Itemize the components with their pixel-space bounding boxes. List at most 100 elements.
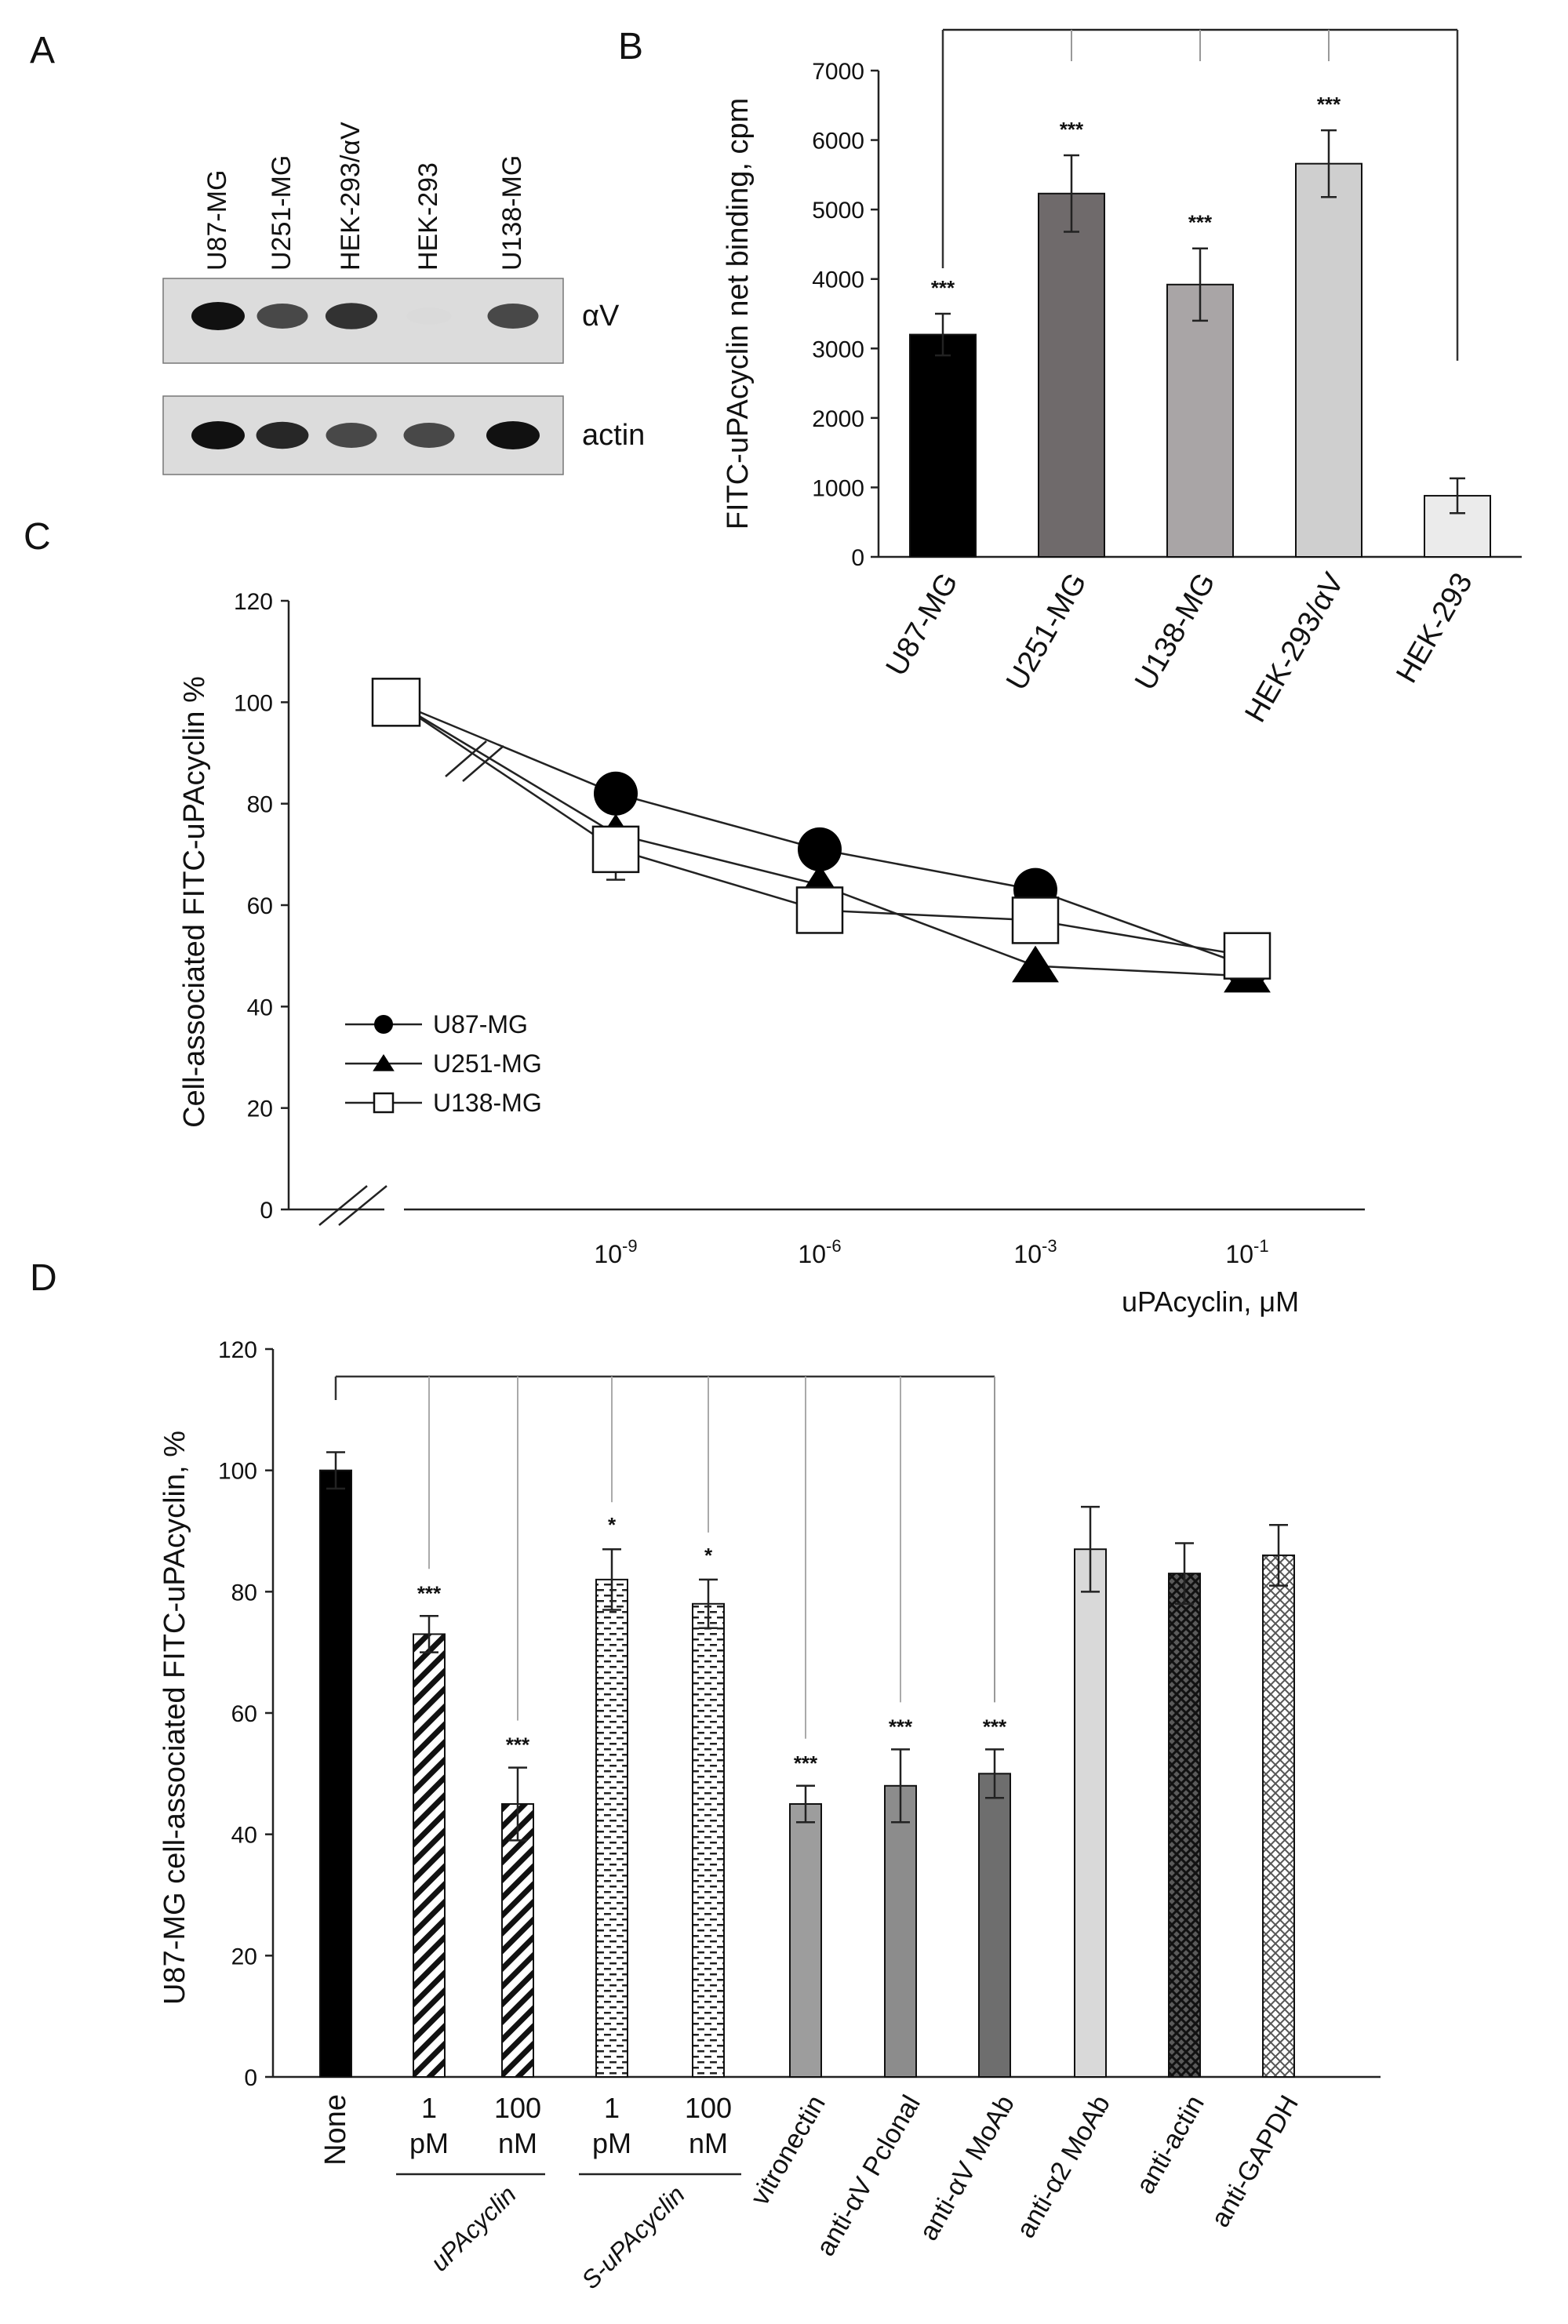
y-tick-label: 3000 <box>812 336 864 362</box>
bar <box>978 1773 1011 2078</box>
blot-band <box>326 423 377 448</box>
blot-lane-label: U87-MG <box>202 170 232 271</box>
line-break <box>445 740 504 782</box>
legend-marker <box>373 1054 395 1071</box>
bar <box>1424 495 1491 558</box>
x-tick-label: 10-6 <box>798 1236 841 1268</box>
legend-label: U87-MG <box>433 1010 528 1038</box>
group-label: uPAcyclin <box>425 2180 522 2276</box>
blot-band <box>486 421 540 449</box>
significance-label: *** <box>889 1715 913 1738</box>
panel-label-b: B <box>618 26 643 67</box>
group-label: S-uPAcyclin <box>576 2180 690 2294</box>
bar <box>501 1803 534 2078</box>
x-tick-label: 10-3 <box>1013 1236 1057 1268</box>
y-tick-label: 0 <box>851 545 864 571</box>
data-point <box>594 771 638 816</box>
y-tick-label: 4000 <box>812 267 864 293</box>
blot-band <box>191 302 245 330</box>
data-point <box>798 827 842 871</box>
y-tick-label: 100 <box>218 1459 257 1485</box>
data-point <box>591 825 640 874</box>
x-tick-label: anti-αV MoAb <box>914 2090 1020 2246</box>
legend-label: U138-MG <box>433 1089 542 1117</box>
y-axis-title: Cell-associated FITC-uPAcyclin % <box>178 676 211 1128</box>
significance-label: *** <box>1060 118 1084 141</box>
error-bar <box>1081 1505 1100 1593</box>
significance-label: *** <box>417 1581 442 1605</box>
significance-label: *** <box>983 1715 1007 1738</box>
error-bar <box>1450 477 1465 515</box>
x-tick-label: HEK-293 <box>1390 568 1479 689</box>
error-bar <box>326 1451 345 1490</box>
data-point <box>1223 932 1271 980</box>
y-axis-title: FITC-uPAcyclin net binding, cpm <box>722 98 755 530</box>
error-bar <box>935 312 951 357</box>
blot-band <box>325 303 378 329</box>
blot-band <box>256 304 308 329</box>
blot-band <box>403 423 455 448</box>
bar <box>595 1578 628 2079</box>
error-bar <box>1175 1542 1194 1606</box>
bar <box>319 1469 352 2078</box>
blot-lane-label: U251-MG <box>267 155 297 271</box>
y-tick-label: 0 <box>260 1198 273 1224</box>
significance-label: *** <box>931 276 955 300</box>
legend-marker <box>374 1015 393 1034</box>
blot-band <box>256 421 309 449</box>
x-tick-label: HEK-293/αV <box>1239 567 1351 728</box>
x-tick-label: 1 <box>421 2092 437 2124</box>
x-tick-label: U138-MG <box>1129 568 1222 696</box>
x-axis-title: uPAcyclin, μM <box>1122 1286 1299 1318</box>
y-tick-label: 40 <box>231 1823 257 1849</box>
y-tick-label: 1000 <box>812 475 864 501</box>
blot-row-label: actin <box>582 419 645 452</box>
error-bar <box>699 1578 718 1629</box>
data-point <box>371 678 421 727</box>
x-tick-label: anti-αV Pclonal <box>810 2090 926 2261</box>
blot-lane-label: U138-MG <box>497 155 527 271</box>
data-point <box>1011 897 1060 944</box>
x-tick-label: 10-9 <box>594 1236 637 1268</box>
y-tick-label: 60 <box>231 1701 257 1727</box>
blot-lane-label: HEK-293 <box>413 162 443 271</box>
bar <box>789 1803 822 2078</box>
x-tick-label: nM <box>689 2127 728 2159</box>
significance-label: * <box>704 1544 713 1567</box>
error-bar <box>420 1615 438 1653</box>
y-tick-label: 60 <box>247 893 273 919</box>
bar <box>1166 283 1234 558</box>
error-bar <box>1321 129 1337 198</box>
x-tick-label: anti-α2 MoAb <box>1011 2090 1116 2243</box>
blot-lane-label: HEK-293/αV <box>336 122 366 271</box>
panel-label-c: C <box>24 516 51 558</box>
blot-band <box>406 307 452 325</box>
bar-chart-inhibition: 0 20 40 60 80 100 120 U87-MG cell-associated FI… <box>158 1337 1381 2294</box>
significance-label: *** <box>1317 93 1341 116</box>
significance-label: * <box>608 1513 617 1537</box>
legend-marker <box>373 1092 395 1114</box>
bar <box>909 333 977 558</box>
significance-label: *** <box>1188 211 1213 235</box>
error-bar <box>602 1548 621 1611</box>
error-bar <box>1192 247 1208 322</box>
y-tick-label: 2000 <box>812 406 864 432</box>
x-tick-label: nM <box>498 2127 537 2159</box>
y-tick-label: 5000 <box>812 198 864 224</box>
blot-row-label: αV <box>582 300 620 333</box>
significance-label: *** <box>506 1733 530 1757</box>
x-tick-label: 100 <box>494 2092 541 2124</box>
western-blot: U87-MG U251-MG HEK-293/αV HEK-293 U138-MG αV a… <box>162 122 645 475</box>
x-tick-label: 10-1 <box>1225 1236 1268 1268</box>
y-tick-label: 80 <box>231 1580 257 1606</box>
x-tick-label: 1 <box>604 2092 620 2124</box>
bar <box>1262 1554 1295 2078</box>
panel-label-a: A <box>30 30 55 71</box>
bar <box>413 1633 446 2078</box>
bar <box>1074 1548 1107 2078</box>
y-tick-label: 20 <box>231 1944 257 1969</box>
error-bar <box>985 1748 1004 1799</box>
x-tick-label: None <box>319 2094 352 2166</box>
bar <box>884 1784 917 2079</box>
y-tick-label: 7000 <box>812 59 864 85</box>
